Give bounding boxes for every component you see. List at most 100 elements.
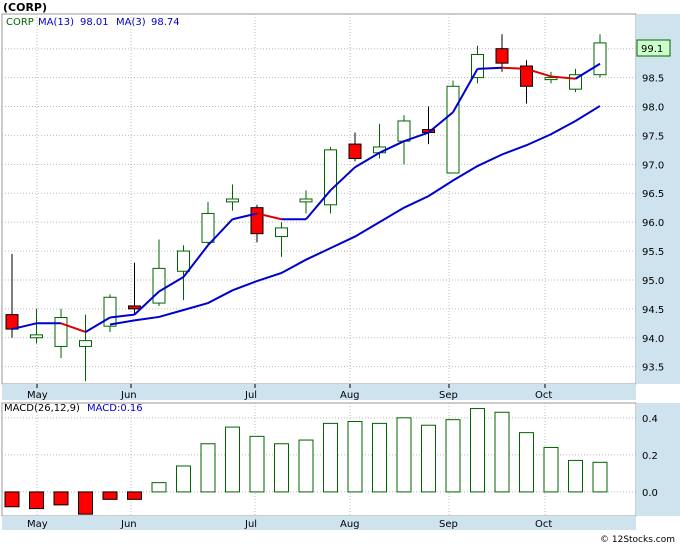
candle-body bbox=[495, 48, 509, 64]
price-month-label: Jun bbox=[120, 390, 137, 401]
macd-panel: 0.0 0.2 0.4 May Jun Jul Aug Sep Oct bbox=[1, 402, 680, 530]
ma3-line-segment bbox=[109, 313, 135, 319]
ma3-line-segment bbox=[133, 290, 160, 316]
macd-month-label: Aug bbox=[340, 519, 360, 530]
price-tick-label: 97.0 bbox=[642, 160, 664, 171]
legend-ma13-label: MA(13) bbox=[38, 17, 74, 28]
macd-bar bbox=[592, 461, 608, 493]
macd-bar bbox=[200, 443, 216, 493]
watermark: © 12Stocks.com bbox=[600, 535, 675, 545]
price-tick-label: 98.5 bbox=[642, 74, 664, 85]
chart-title: (CORP) bbox=[3, 1, 47, 14]
ma3-line-segment bbox=[379, 140, 405, 154]
macd-month-label: Oct bbox=[535, 519, 552, 530]
ma3-line-segment bbox=[427, 111, 454, 134]
ma3-line-segment bbox=[501, 66, 527, 70]
macd-plot-frame bbox=[1, 402, 637, 517]
macd-bar bbox=[102, 491, 118, 500]
ma3-line-segment bbox=[550, 75, 576, 80]
macd-bar bbox=[151, 482, 167, 493]
macd-bar bbox=[543, 446, 559, 493]
macd-bar bbox=[298, 439, 314, 493]
price-month-label: May bbox=[27, 390, 48, 401]
candle-body bbox=[226, 198, 239, 203]
price-tick-label: 98.0 bbox=[642, 103, 664, 114]
macd-month-label: Jun bbox=[120, 519, 137, 530]
ma3-line-segment bbox=[182, 244, 209, 278]
macd-bar bbox=[29, 491, 44, 510]
price-tick-label: 95.0 bbox=[642, 276, 664, 287]
macd-bar bbox=[323, 422, 338, 493]
macd-legend-value: MACD:0.16 bbox=[87, 403, 143, 414]
candle-body bbox=[201, 212, 215, 243]
legend-ma13-value: 98.01 bbox=[80, 17, 109, 28]
ma13-line bbox=[109, 105, 601, 326]
price-y-axis-band bbox=[636, 14, 680, 384]
ma3-line-segment bbox=[354, 151, 381, 169]
legend-symbol: CORP bbox=[6, 17, 34, 28]
candle-body bbox=[103, 296, 117, 327]
price-tick-label: 97.5 bbox=[642, 131, 664, 142]
ma3-line-segment bbox=[207, 218, 234, 246]
candle-body bbox=[446, 85, 460, 174]
candle-body bbox=[250, 207, 264, 235]
macd-bar bbox=[494, 411, 510, 493]
price-month-label: Aug bbox=[340, 390, 360, 401]
candle-body bbox=[324, 149, 337, 206]
candle-body bbox=[79, 340, 92, 347]
macd-bar bbox=[249, 435, 265, 493]
price-month-label: Sep bbox=[439, 390, 458, 401]
macd-bar bbox=[53, 491, 69, 506]
macd-bar bbox=[445, 419, 461, 493]
last-price-value: 99.1 bbox=[641, 44, 663, 55]
candle-body bbox=[30, 334, 43, 339]
candle-body bbox=[520, 65, 533, 87]
ma3-line-segment bbox=[574, 62, 601, 80]
candle-body bbox=[54, 317, 68, 347]
ma3-line-segment bbox=[60, 322, 86, 333]
ma3-line-segment bbox=[232, 212, 258, 221]
price-tick-label: 93.5 bbox=[642, 363, 664, 374]
ma3-line-segment bbox=[403, 131, 429, 143]
macd-y-axis-band bbox=[636, 403, 680, 516]
candle-body bbox=[471, 53, 484, 79]
price-x-axis-band bbox=[2, 384, 636, 400]
ma3-line-segment bbox=[526, 67, 552, 78]
ma3-line-segment bbox=[84, 316, 111, 333]
price-plot-frame bbox=[1, 13, 637, 385]
price-tick-label: 94.0 bbox=[642, 334, 664, 345]
price-tick-label: 96.0 bbox=[642, 218, 664, 229]
macd-bar bbox=[470, 408, 485, 493]
macd-bar bbox=[127, 491, 142, 500]
candle-body bbox=[593, 42, 607, 76]
price-month-label: Jul bbox=[244, 390, 257, 401]
ma3-line-segment bbox=[477, 66, 503, 70]
price-tick-label: 95.5 bbox=[642, 247, 664, 258]
macd-bar bbox=[372, 422, 387, 493]
legend-ma3-label: MA(3) bbox=[116, 17, 146, 28]
candle-body bbox=[544, 77, 558, 81]
candle-body bbox=[348, 143, 362, 160]
candle-body bbox=[128, 305, 141, 310]
ma3-line-segment bbox=[158, 276, 185, 293]
candle-body bbox=[275, 227, 288, 238]
candle-body bbox=[299, 198, 313, 203]
macd-month-label: Sep bbox=[439, 519, 458, 530]
price-panel: 93.5 94.0 94.5 95.0 95.5 96.0 96.5 97.0 97.5 98.0… bbox=[1, 13, 680, 401]
last-price-badge bbox=[636, 39, 671, 57]
chart-overlay: (CORP) CORP MA(13) 98.01 MA(3) 98.74 99.… bbox=[3, 1, 675, 545]
candle-body bbox=[397, 120, 411, 142]
macd-bar bbox=[347, 421, 363, 493]
macd-bar bbox=[4, 491, 20, 508]
macd-bar bbox=[568, 459, 583, 493]
legend-ma3-value: 98.74 bbox=[151, 17, 180, 28]
macd-tick-label: 0.0 bbox=[642, 488, 658, 499]
macd-bar bbox=[396, 417, 412, 493]
price-tick-label: 94.5 bbox=[642, 305, 664, 316]
candle-body bbox=[152, 267, 166, 304]
macd-bar bbox=[274, 443, 289, 493]
macd-tick-label: 0.2 bbox=[642, 451, 658, 462]
macd-bar bbox=[519, 432, 534, 493]
macd-bar bbox=[78, 491, 93, 515]
